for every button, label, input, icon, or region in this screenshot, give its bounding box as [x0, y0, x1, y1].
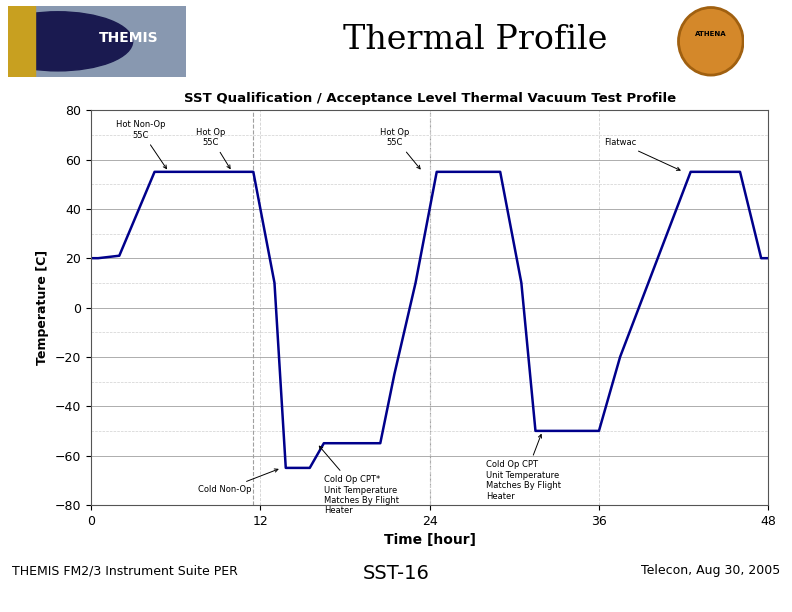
X-axis label: Time [hour]: Time [hour] [383, 533, 476, 547]
Text: Cold Op CPT*
Unit Temperature
Matches By Flight
Heater: Cold Op CPT* Unit Temperature Matches By… [319, 446, 399, 515]
Title: SST Qualification / Acceptance Level Thermal Vacuum Test Profile: SST Qualification / Acceptance Level The… [184, 92, 676, 105]
Bar [8, 6, 35, 77]
Y-axis label: Temperature [C]: Temperature [C] [36, 250, 49, 365]
Text: ATHENA: ATHENA [695, 31, 726, 37]
Text: Flatwac: Flatwac [604, 138, 680, 170]
Circle shape [0, 12, 133, 71]
Text: THEMIS FM2/3 Instrument Suite PER: THEMIS FM2/3 Instrument Suite PER [12, 564, 238, 578]
Text: Hot Non-Op
55C: Hot Non-Op 55C [116, 121, 166, 169]
Text: Cold Non-Op: Cold Non-Op [198, 469, 278, 494]
Text: Thermal Profile: Thermal Profile [343, 24, 607, 56]
Text: Hot Op
55C: Hot Op 55C [196, 128, 230, 168]
Text: Hot Op
55C: Hot Op 55C [379, 128, 420, 169]
Text: Telecon, Aug 30, 2005: Telecon, Aug 30, 2005 [641, 564, 780, 578]
Text: THEMIS: THEMIS [99, 31, 159, 45]
Text: SST-16: SST-16 [363, 564, 429, 583]
Text: Cold Op CPT
Unit Temperature
Matches By Flight
Heater: Cold Op CPT Unit Temperature Matches By … [486, 435, 561, 501]
Circle shape [679, 7, 743, 75]
